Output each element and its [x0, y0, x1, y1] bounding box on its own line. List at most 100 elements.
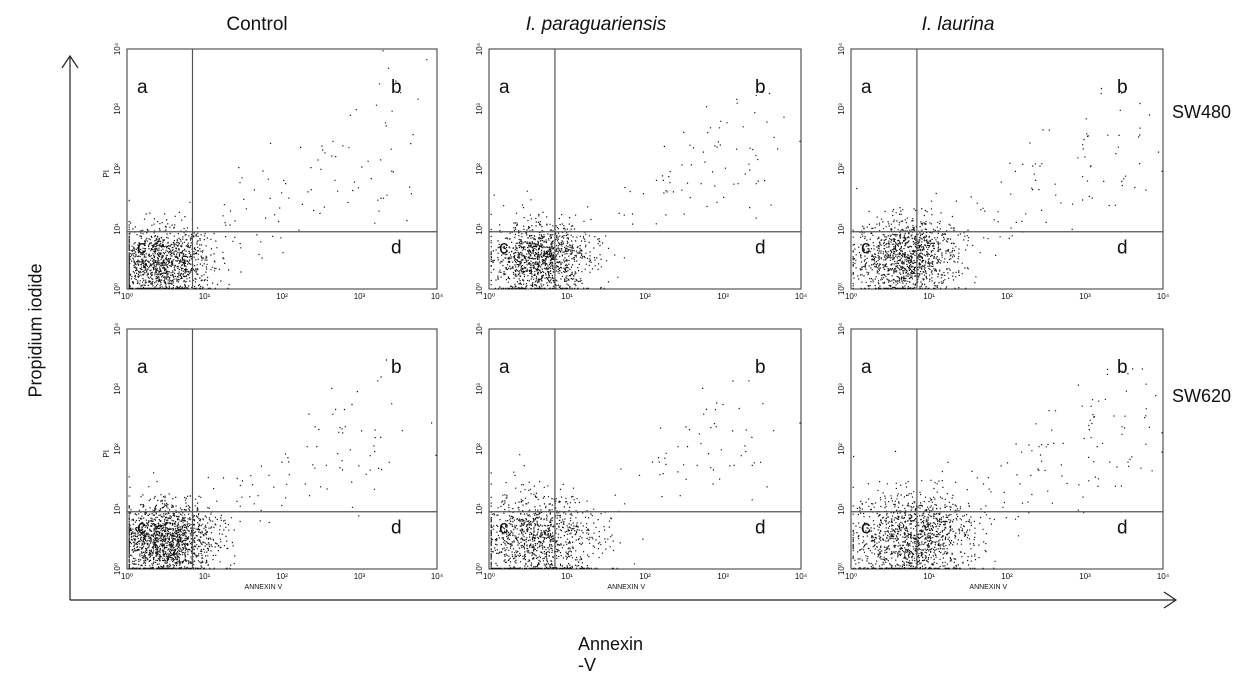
x-tick-label: 10⁰: [121, 292, 133, 301]
x-tick-label: 10⁴: [1157, 572, 1170, 581]
panel-frame-4: [126, 328, 438, 570]
quadrant-label-d: d: [391, 238, 402, 259]
y-tick-label: 10¹: [837, 503, 846, 515]
y-tick-label: 10⁴: [113, 42, 122, 55]
x-tick-label: 10¹: [199, 572, 211, 581]
quadrant-label-d: d: [755, 518, 766, 539]
panel-ylabel-pi: PI: [102, 450, 111, 458]
y-tick-label: 10⁰: [475, 563, 484, 575]
column-title-i-laurina: I. laurina: [921, 14, 995, 35]
x-tick-label: 10¹: [923, 572, 935, 581]
x-tick-label: 10¹: [561, 292, 573, 301]
x-tick-label: 10³: [354, 292, 366, 301]
panel-frame-6: [850, 328, 1164, 570]
y-tick-label: 10³: [113, 383, 122, 395]
y-tick-label: 10²: [837, 443, 846, 455]
x-tick-label: 10²: [1001, 572, 1013, 581]
y-tick-label: 10⁴: [113, 322, 122, 335]
scatter-points-5: [490, 380, 801, 569]
y-tick-label: 10⁴: [475, 42, 484, 55]
quadrant-label-c: c: [499, 518, 509, 539]
y-tick-label: 10⁴: [475, 322, 484, 335]
x-tick-label: 10³: [1079, 292, 1091, 301]
scatter-points-6: [852, 368, 1163, 569]
quadrant-label-c: c: [137, 518, 147, 539]
panel-xlabel-annexin: ANNEXIN V: [607, 584, 645, 591]
scatter-points-4: [128, 359, 437, 569]
scatter-points-1: [128, 50, 428, 290]
y-tick-label: 10⁴: [837, 42, 846, 55]
x-tick-label: 10⁴: [431, 572, 444, 581]
quadrant-label-a: a: [499, 357, 510, 378]
x-tick-label: 10⁰: [845, 572, 857, 581]
y-tick-label: 10³: [837, 103, 846, 115]
x-axis-arrowhead: [1163, 591, 1178, 609]
x-tick-label: 10³: [717, 292, 729, 301]
y-tick-label: 10²: [113, 443, 122, 455]
quadrant-label-b: b: [755, 357, 766, 378]
y-tick-label: 10¹: [113, 223, 122, 235]
x-tick-label: 10²: [276, 572, 288, 581]
x-tick-label: 10⁴: [431, 292, 444, 301]
quadrant-label-c: c: [499, 238, 509, 259]
scatter-points-2: [490, 90, 801, 290]
quadrant-label-d: d: [1117, 518, 1128, 539]
x-tick-label: 10¹: [199, 292, 211, 301]
x-tick-label: 10³: [1079, 572, 1091, 581]
y-tick-label: 10¹: [475, 223, 484, 235]
x-tick-label: 10²: [1001, 292, 1013, 301]
y-tick-label: 10⁰: [837, 563, 846, 575]
x-tick-label: 10¹: [561, 572, 573, 581]
quadrant-label-b: b: [1117, 77, 1128, 98]
panel-ylabel-pi: PI: [102, 170, 111, 178]
panel-frame-3: [850, 48, 1164, 290]
y-tick-label: 10³: [475, 383, 484, 395]
quadrant-label-b: b: [391, 77, 402, 98]
y-tick-label: 10⁰: [837, 283, 846, 295]
panel-frame-1: [126, 48, 438, 290]
row-label-sw620: SW620: [1172, 386, 1232, 406]
quadrant-label-c: c: [861, 238, 871, 259]
y-tick-label: 10³: [837, 383, 846, 395]
x-tick-label: 10³: [354, 572, 366, 581]
quadrant-label-b: b: [755, 77, 766, 98]
y-tick-label: 10⁰: [113, 563, 122, 575]
y-tick-label: 10¹: [113, 503, 122, 515]
x-tick-label: 10²: [639, 292, 651, 301]
y-tick-label: 10⁴: [837, 322, 846, 335]
y-tick-label: 10¹: [837, 223, 846, 235]
quadrant-label-d: d: [391, 518, 402, 539]
y-tick-label: 10²: [475, 163, 484, 175]
quadrant-label-b: b: [391, 357, 402, 378]
x-tick-label: 10³: [717, 572, 729, 581]
quadrant-label-c: c: [137, 238, 147, 259]
quadrant-label-a: a: [861, 77, 872, 98]
panel-xlabel-annexin: ANNEXIN V: [245, 584, 283, 591]
x-tick-label: 10⁰: [483, 572, 495, 581]
x-tick-label: 10⁴: [795, 292, 808, 301]
x-tick-label: 10²: [276, 292, 288, 301]
quadrant-label-d: d: [755, 238, 766, 259]
quadrant-label-a: a: [137, 77, 148, 98]
x-tick-label: 10⁰: [483, 292, 495, 301]
x-tick-label: 10⁴: [1157, 292, 1170, 301]
y-tick-label: 10²: [113, 163, 122, 175]
row-label-sw480: SW480: [1172, 102, 1232, 122]
y-tick-label: 10³: [113, 103, 122, 115]
quadrant-label-a: a: [137, 357, 148, 378]
x-tick-label: 10⁰: [845, 292, 857, 301]
panel-frame-5: [488, 328, 802, 570]
column-title-control: Control: [226, 14, 288, 35]
column-title-i-paraguariensis: I. paraguariensis: [525, 14, 667, 35]
y-tick-label: 10²: [475, 443, 484, 455]
quadrant-label-d: d: [1117, 238, 1128, 259]
y-tick-label: 10¹: [475, 503, 484, 515]
y-tick-label: 10⁰: [113, 283, 122, 295]
quadrant-label-c: c: [861, 518, 871, 539]
y-tick-label: 10⁰: [475, 283, 484, 295]
quadrant-label-a: a: [861, 357, 872, 378]
panel-xlabel-annexin: ANNEXIN V: [969, 584, 1007, 591]
y-tick-label: 10³: [475, 103, 484, 115]
scatter-points-3: [852, 87, 1163, 289]
